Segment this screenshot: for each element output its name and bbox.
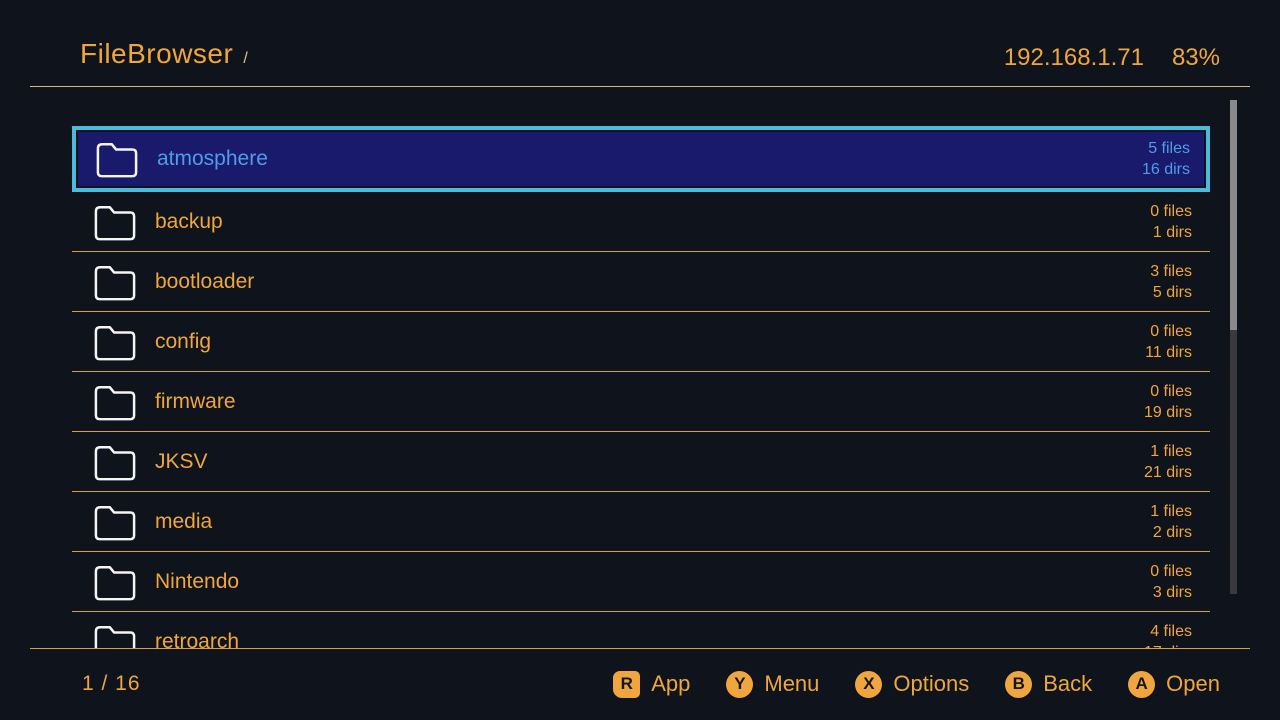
folder-name: retroarch [155, 629, 240, 649]
item-counts: 1 files 2 dirs [1150, 501, 1192, 543]
button-hint-options[interactable]: X Options [855, 670, 970, 698]
footer: 1 / 16 R App Y Menu X Options B Back A O… [0, 648, 1280, 720]
button-hint-label: App [651, 671, 691, 696]
files-count: 5 files [1148, 140, 1190, 157]
b-button-icon: B [1005, 670, 1033, 698]
folder-name: bootloader [155, 269, 255, 293]
folder-name: JKSV [155, 449, 208, 473]
list-item-selected[interactable]: atmosphere 5 files 16 dirs [72, 126, 1210, 192]
header: FileBrowser / 192.168.1.71 83% [0, 0, 1280, 87]
button-hint-label: Open [1166, 671, 1220, 696]
files-count: 3 files [1150, 262, 1192, 280]
folder-name: backup [155, 209, 223, 233]
files-count: 0 files [1150, 202, 1192, 220]
files-count: 0 files [1150, 322, 1192, 340]
folder-name: Nintendo [155, 569, 240, 593]
item-counts: 0 files 1 dirs [1150, 201, 1192, 243]
folder-icon [94, 265, 136, 300]
app-title: FileBrowser [80, 38, 234, 69]
dirs-count: 17 dirs [1144, 642, 1192, 649]
file-list: atmosphere 5 files 16 dirs backup 0 file… [72, 126, 1210, 648]
button-hints: R App Y Menu X Options B Back A Open [613, 648, 1220, 720]
button-hint-label: Options [893, 671, 970, 696]
folder-icon [94, 205, 136, 240]
folder-name: media [155, 509, 213, 533]
breadcrumb-path: / [243, 50, 248, 67]
folder-icon [94, 505, 136, 540]
item-counts: 0 files 19 dirs [1144, 381, 1192, 423]
dirs-count: 1 dirs [1152, 223, 1192, 241]
y-button-icon: Y [726, 670, 754, 698]
dirs-count: 11 dirs [1145, 343, 1192, 361]
list-item[interactable]: retroarch 4 files 17 dirs [72, 612, 1210, 648]
folder-name: config [155, 329, 212, 353]
dirs-count: 2 dirs [1152, 523, 1192, 541]
files-count: 4 files [1150, 622, 1192, 640]
footer-divider [30, 648, 1250, 649]
list-item[interactable]: backup 0 files 1 dirs [72, 192, 1210, 252]
r-button-icon: R [613, 670, 641, 698]
ip-address: 192.168.1.71 [1003, 44, 1144, 71]
dirs-count: 3 dirs [1152, 583, 1192, 601]
item-counts: 5 files 16 dirs [1142, 138, 1190, 180]
folder-icon [94, 325, 136, 360]
button-hint-app[interactable]: R App [613, 670, 691, 698]
files-count: 0 files [1150, 382, 1192, 400]
list-item[interactable]: JKSV 1 files 21 dirs [72, 432, 1210, 492]
list-item[interactable]: media 1 files 2 dirs [72, 492, 1210, 552]
button-hint-back[interactable]: B Back [1005, 670, 1093, 698]
item-counts: 0 files 3 dirs [1150, 561, 1192, 603]
files-count: 1 files [1150, 442, 1192, 460]
list-item[interactable]: firmware 0 files 19 dirs [72, 372, 1210, 432]
battery-percentage: 83% [1171, 44, 1220, 71]
list-item[interactable]: config 0 files 11 dirs [72, 312, 1210, 372]
folder-name: atmosphere [157, 147, 268, 170]
folder-icon [94, 445, 136, 480]
item-counts: 1 files 21 dirs [1144, 441, 1192, 483]
dirs-count: 5 dirs [1152, 283, 1192, 301]
item-counts: 0 files 11 dirs [1145, 321, 1192, 363]
list-item[interactable]: Nintendo 0 files 3 dirs [72, 552, 1210, 612]
button-hint-label: Menu [764, 671, 820, 696]
header-divider [30, 86, 1250, 87]
item-counts: 3 files 5 dirs [1150, 261, 1192, 303]
folder-icon [96, 142, 138, 178]
files-count: 1 files [1150, 502, 1192, 520]
button-hint-menu[interactable]: Y Menu [726, 670, 820, 698]
folder-icon [94, 385, 136, 420]
scrollbar-thumb[interactable] [1230, 100, 1237, 330]
x-button-icon: X [855, 670, 883, 698]
folder-icon [94, 625, 136, 648]
page-indicator: 1 / 16 [82, 672, 141, 695]
dirs-count: 19 dirs [1143, 403, 1192, 421]
dirs-count: 16 dirs [1141, 161, 1190, 178]
list-item[interactable]: bootloader 3 files 5 dirs [72, 252, 1210, 312]
a-button-icon: A [1128, 670, 1156, 698]
dirs-count: 21 dirs [1143, 463, 1192, 481]
folder-name: firmware [155, 389, 236, 413]
scrollbar-track[interactable] [1230, 100, 1237, 594]
button-hint-open[interactable]: A Open [1128, 670, 1220, 698]
files-count: 0 files [1150, 562, 1192, 580]
button-hint-label: Back [1043, 671, 1093, 696]
item-counts: 4 files 17 dirs [1144, 621, 1192, 649]
folder-icon [94, 565, 136, 600]
